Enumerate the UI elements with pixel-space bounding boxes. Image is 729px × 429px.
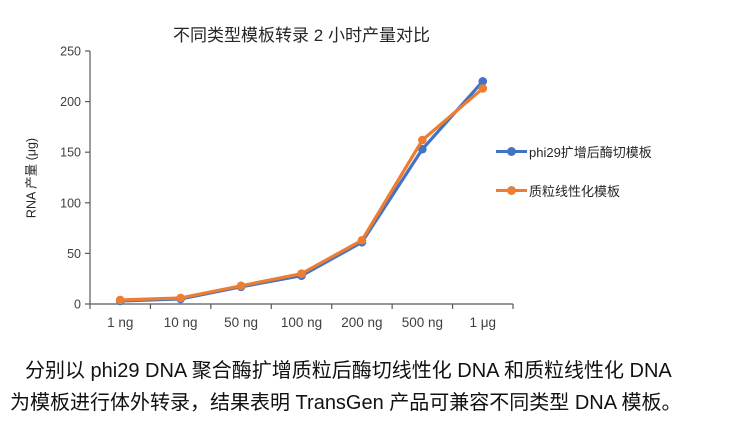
x-tick-label: 50 ng (224, 315, 258, 330)
caption-line-1: 分别以 phi29 DNA 聚合酶扩增质粒后酶切线性化 DNA 和质粒线性化 D… (25, 360, 672, 382)
caption-line-2: 为模板进行体外转录，结果表明 TransGen 产品可兼容不同类型 DNA 模板… (10, 392, 682, 414)
y-tick-label: 200 (60, 95, 81, 109)
y-tick-label: 250 (60, 45, 81, 59)
y-tick-label: 150 (60, 146, 81, 160)
legend-label-phi29-template: phi29扩增后酶切模板 (529, 145, 652, 160)
x-tick-label: 1 μg (470, 315, 497, 330)
legend-dot-orange (507, 186, 516, 195)
data-point-series-1 (357, 235, 367, 245)
x-tick-label: 10 ng (164, 315, 198, 330)
y-tick-label: 0 (74, 298, 81, 312)
x-tick-label: 200 ng (341, 315, 382, 330)
legend-dot-blue (507, 147, 516, 156)
data-point-series-1 (297, 269, 306, 278)
legend-item-phi29-template: phi29扩增后酶切模板 (496, 142, 652, 161)
y-tick-label: 50 (67, 247, 81, 261)
series-line-0 (118, 79, 485, 303)
data-point-series-1 (236, 281, 246, 291)
chart-title: 不同类型模板转录 2 小时产量对比 (173, 26, 430, 45)
legend-label-plasmid-template: 质粒线性化模板 (529, 184, 621, 199)
plot-area: 0 50 100 150 200 250 1 ng 10 ng 50 ng 100 ng 200 n… (60, 45, 514, 330)
data-point-series-1 (176, 293, 185, 303)
legend-item-plasmid-template: 质粒线性化模板 (496, 181, 620, 200)
series-line-1 (118, 86, 485, 302)
x-tick-label: 100 ng (281, 315, 322, 330)
legend-marker-blue-icon (496, 147, 527, 156)
data-point-series-0 (418, 144, 427, 154)
x-tick-label: 500 ng (402, 315, 443, 330)
data-point-series-1 (418, 135, 427, 145)
data-point-series-1 (478, 84, 488, 93)
legend-marker-orange-icon (496, 186, 527, 195)
data-point-series-1 (115, 295, 125, 305)
x-tick-label: 1 ng (107, 315, 133, 330)
data-point-series-0 (478, 77, 488, 86)
caption: 分别以 phi29 DNA 聚合酶扩增质粒后酶切线性化 DNA 和质粒线性化 D… (0, 355, 729, 419)
y-tick-label: 100 (60, 196, 81, 210)
